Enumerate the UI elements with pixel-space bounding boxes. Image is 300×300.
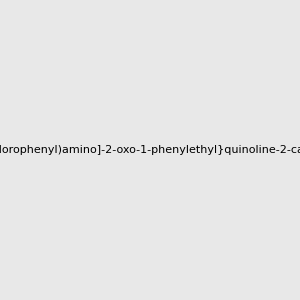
Text: N-{2-[(3-chlorophenyl)amino]-2-oxo-1-phenylethyl}quinoline-2-carboxamide: N-{2-[(3-chlorophenyl)amino]-2-oxo-1-phe… (0, 145, 300, 155)
